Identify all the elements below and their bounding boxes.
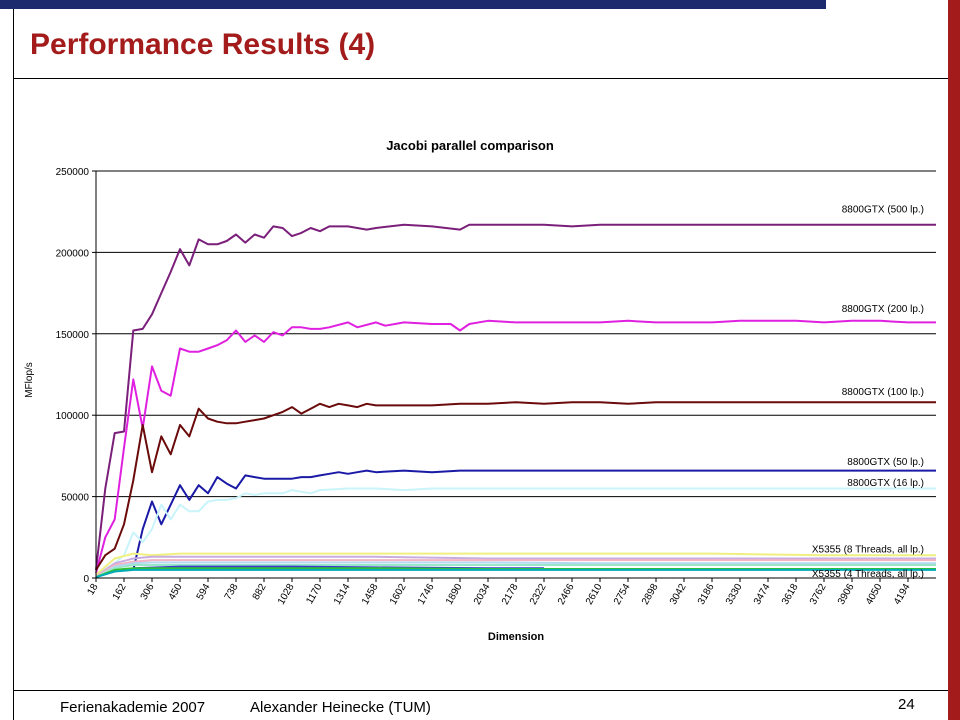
axes bbox=[92, 170, 936, 582]
y-tick-label: 0 bbox=[83, 574, 89, 585]
x-tick-label: 2034 bbox=[472, 582, 493, 607]
title-divider bbox=[13, 78, 948, 79]
x-tick-label: 3762 bbox=[808, 582, 829, 607]
x-axis-label: Dimension bbox=[488, 631, 545, 643]
x-tick-label: 2322 bbox=[528, 582, 549, 607]
right-accent-bar bbox=[948, 0, 960, 720]
x-tick-label: 1890 bbox=[444, 582, 465, 607]
chart-title: Jacobi parallel comparison bbox=[386, 138, 554, 153]
x-tick-labels: 18 162 306 450 594 738 882 1028 1170 1314 1458 1602… bbox=[86, 582, 913, 607]
left-divider bbox=[13, 9, 14, 720]
series-lines bbox=[95, 223, 936, 579]
x-tick-label: 162 bbox=[111, 582, 129, 602]
x-tick-label: 594 bbox=[195, 582, 213, 602]
series-line bbox=[132, 469, 936, 571]
y-tick-label: 200000 bbox=[56, 248, 90, 259]
series-line bbox=[95, 568, 936, 579]
slide-title: Performance Results (4) bbox=[30, 28, 376, 61]
x-tick-label: 1314 bbox=[332, 582, 353, 607]
series-line bbox=[95, 559, 936, 578]
y-tick-label: 150000 bbox=[56, 330, 90, 341]
series-line bbox=[95, 487, 936, 576]
x-tick-label: 1028 bbox=[276, 582, 297, 607]
series-line bbox=[95, 223, 936, 571]
series-label: 8800GTX (16 lp.) bbox=[847, 478, 924, 489]
x-tick-label: 306 bbox=[139, 582, 157, 602]
page-number: 24 bbox=[898, 696, 915, 713]
y-tick-label: 50000 bbox=[61, 493, 89, 504]
series-line bbox=[95, 401, 936, 571]
x-tick-label: 738 bbox=[223, 582, 241, 602]
series-labels: 8800GTX (500 lp.) 8800GTX (200 lp.) 8800GT… bbox=[812, 204, 924, 580]
x-tick-label: 4050 bbox=[864, 582, 885, 607]
x-tick-label: 3186 bbox=[696, 582, 717, 607]
x-tick-label: 450 bbox=[167, 582, 185, 602]
footer-event: Ferienakademie 2007 bbox=[60, 699, 206, 716]
x-tick-label: 3906 bbox=[836, 582, 857, 607]
series-label: 8800GTX (200 lp.) bbox=[842, 304, 924, 315]
series-label: X5355 (4 Threads, all lp.) bbox=[812, 569, 924, 580]
series-line bbox=[95, 319, 936, 574]
y-tick-label: 100000 bbox=[56, 411, 90, 422]
x-tick-label: 1170 bbox=[304, 582, 324, 607]
x-tick-label: 3330 bbox=[724, 582, 745, 607]
x-tick-label: 1602 bbox=[388, 582, 409, 607]
x-tick-label: 2466 bbox=[556, 582, 577, 607]
series-label: 8800GTX (500 lp.) bbox=[842, 204, 924, 215]
x-tick-label: 4194 bbox=[892, 582, 913, 607]
x-tick-label: 2898 bbox=[640, 582, 661, 607]
footer-divider bbox=[13, 690, 948, 691]
footer-author: Alexander Heinecke (TUM) bbox=[250, 699, 431, 716]
x-tick-label: 3618 bbox=[780, 582, 801, 607]
x-tick-label: 2754 bbox=[612, 582, 633, 607]
x-tick-label: 3042 bbox=[668, 582, 689, 607]
x-tick-label: 1458 bbox=[360, 582, 381, 607]
series-label: 8800GTX (50 lp.) bbox=[847, 457, 924, 468]
y-tick-labels: 0 50000 100000 150000 200000 250000 bbox=[56, 167, 90, 585]
y-tick-label: 250000 bbox=[56, 167, 90, 178]
grid-lines bbox=[96, 170, 936, 498]
series-label: X5355 (8 Threads, all lp.) bbox=[812, 545, 924, 556]
x-tick-label: 2610 bbox=[584, 582, 605, 607]
series-label: 8800GTX (100 lp.) bbox=[842, 387, 924, 398]
x-tick-label: 18 bbox=[86, 582, 101, 598]
series-line bbox=[95, 555, 936, 578]
x-tick-label: 1746 bbox=[416, 582, 437, 607]
series-line bbox=[95, 552, 936, 576]
y-axis-label: MFlop/s bbox=[24, 362, 35, 398]
x-tick-label: 882 bbox=[251, 582, 269, 602]
top-accent-bar bbox=[0, 0, 826, 9]
series-line bbox=[95, 561, 936, 579]
x-tick-label: 3474 bbox=[752, 582, 773, 607]
series-line bbox=[95, 564, 936, 579]
x-tick-label: 2178 bbox=[500, 582, 521, 607]
